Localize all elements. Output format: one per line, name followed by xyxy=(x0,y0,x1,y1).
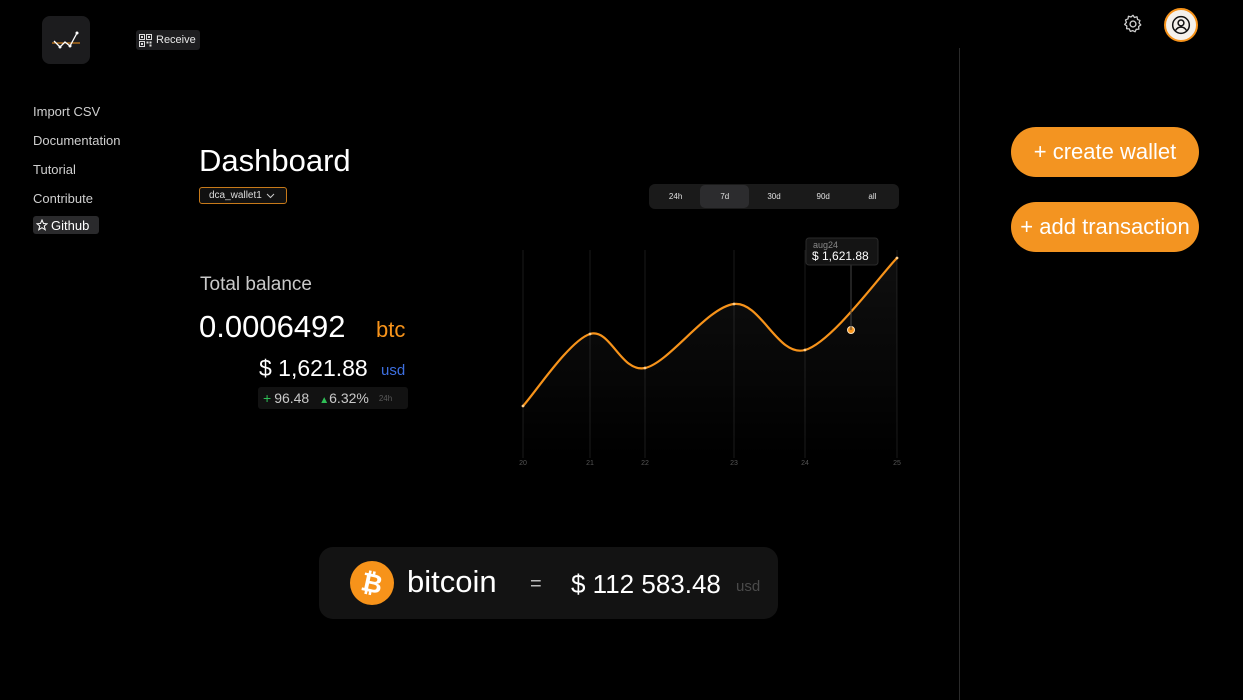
user-icon xyxy=(1171,15,1191,35)
change-period: 24h xyxy=(378,393,393,403)
usd-unit: usd xyxy=(381,362,406,379)
btc-unit: btc xyxy=(376,317,406,342)
change-abs: 96.48 xyxy=(274,390,310,406)
receive-label: Receive xyxy=(156,34,196,46)
page-title: Dashboard xyxy=(199,143,351,178)
coin-price-unit: usd xyxy=(736,578,761,595)
usd-balance: $ 1,621.88 xyxy=(259,355,368,381)
equals-sign: = xyxy=(530,573,542,595)
range-tab-30d[interactable]: 30d xyxy=(767,192,781,201)
tooltip-value: $ 1,621.88 xyxy=(812,249,869,263)
chart-x-tick-label: 20 xyxy=(519,460,527,467)
nav-import-csv[interactable]: Import CSV xyxy=(33,104,101,119)
sidebar-nav: Import CSV Documentation Tutorial Contri… xyxy=(33,104,120,234)
chart-x-tick-label: 22 xyxy=(641,460,649,467)
chart-point[interactable] xyxy=(803,348,807,352)
range-tab-90d[interactable]: 90d xyxy=(816,192,830,201)
chart-x-tick-label: 24 xyxy=(801,460,809,467)
balance-chart[interactable]: 20 21 22 23 24 25 aug24$ 1,621.88 xyxy=(510,230,910,475)
github-label: Github xyxy=(51,217,90,233)
range-tab-7d[interactable]: 7d xyxy=(700,185,750,208)
bitcoin-price-card: ₿ bitcoin = $ 112 583.48 usd xyxy=(319,547,778,619)
btc-balance: 0.0006492 xyxy=(199,309,346,344)
chart-point[interactable] xyxy=(643,366,647,370)
range-tab-24h[interactable]: 24h xyxy=(668,192,683,201)
add-transaction-button[interactable]: + add transaction xyxy=(1011,202,1199,252)
user-avatar[interactable] xyxy=(1164,8,1198,42)
chart-point[interactable] xyxy=(588,332,592,336)
coin-price: $ 112 583.48 xyxy=(571,569,721,599)
range-tab-all[interactable]: all xyxy=(868,192,877,201)
tooltip-date: aug24 xyxy=(813,240,838,250)
star-icon xyxy=(36,219,48,231)
nav-documentation[interactable]: Documentation xyxy=(33,133,121,148)
total-balance-label: Total balance xyxy=(200,274,312,295)
change-pct-group: ▲6.32% xyxy=(319,390,369,406)
chart-point[interactable] xyxy=(521,404,525,408)
chart-point[interactable] xyxy=(732,302,736,306)
chart-point[interactable] xyxy=(895,256,899,260)
create-wallet-button[interactable]: + create wallet xyxy=(1011,127,1199,177)
coin-name: bitcoin xyxy=(407,564,497,599)
panel-divider xyxy=(959,48,960,700)
triangle-up-icon: ▲ xyxy=(319,395,330,406)
nav-contribute[interactable]: Contribute xyxy=(33,191,93,206)
tooltip-box xyxy=(805,237,879,266)
wallet-select[interactable]: dca_wallet1 xyxy=(199,187,287,204)
nav-tutorial[interactable]: Tutorial xyxy=(33,162,76,177)
plus-icon: + xyxy=(263,390,272,406)
change-pct: 6.32% xyxy=(329,390,369,406)
github-button[interactable]: Github xyxy=(33,216,99,234)
chart-x-tick-label: 25 xyxy=(893,460,901,467)
qr-code-icon xyxy=(139,33,152,47)
logo-chart-icon xyxy=(52,31,80,49)
bitcoin-icon: ₿ xyxy=(350,561,394,605)
range-tabs: 24h 7d 30d 90d all xyxy=(649,184,899,209)
app-logo[interactable] xyxy=(42,16,90,64)
change-abs-group: +96.48 xyxy=(263,390,309,406)
chart-line xyxy=(522,257,898,407)
balance-change: +96.48 ▲6.32% 24h xyxy=(258,387,408,409)
chart-x-tick-label: 21 xyxy=(586,460,594,467)
receive-button[interactable]: Receive xyxy=(136,30,200,50)
wallet-select-value: dca_wallet1 xyxy=(209,190,262,201)
chevron-down-icon xyxy=(266,193,275,198)
settings-gear-icon[interactable] xyxy=(1122,13,1144,35)
chart-area xyxy=(523,258,897,458)
chart-x-tick-label: 23 xyxy=(730,460,738,467)
